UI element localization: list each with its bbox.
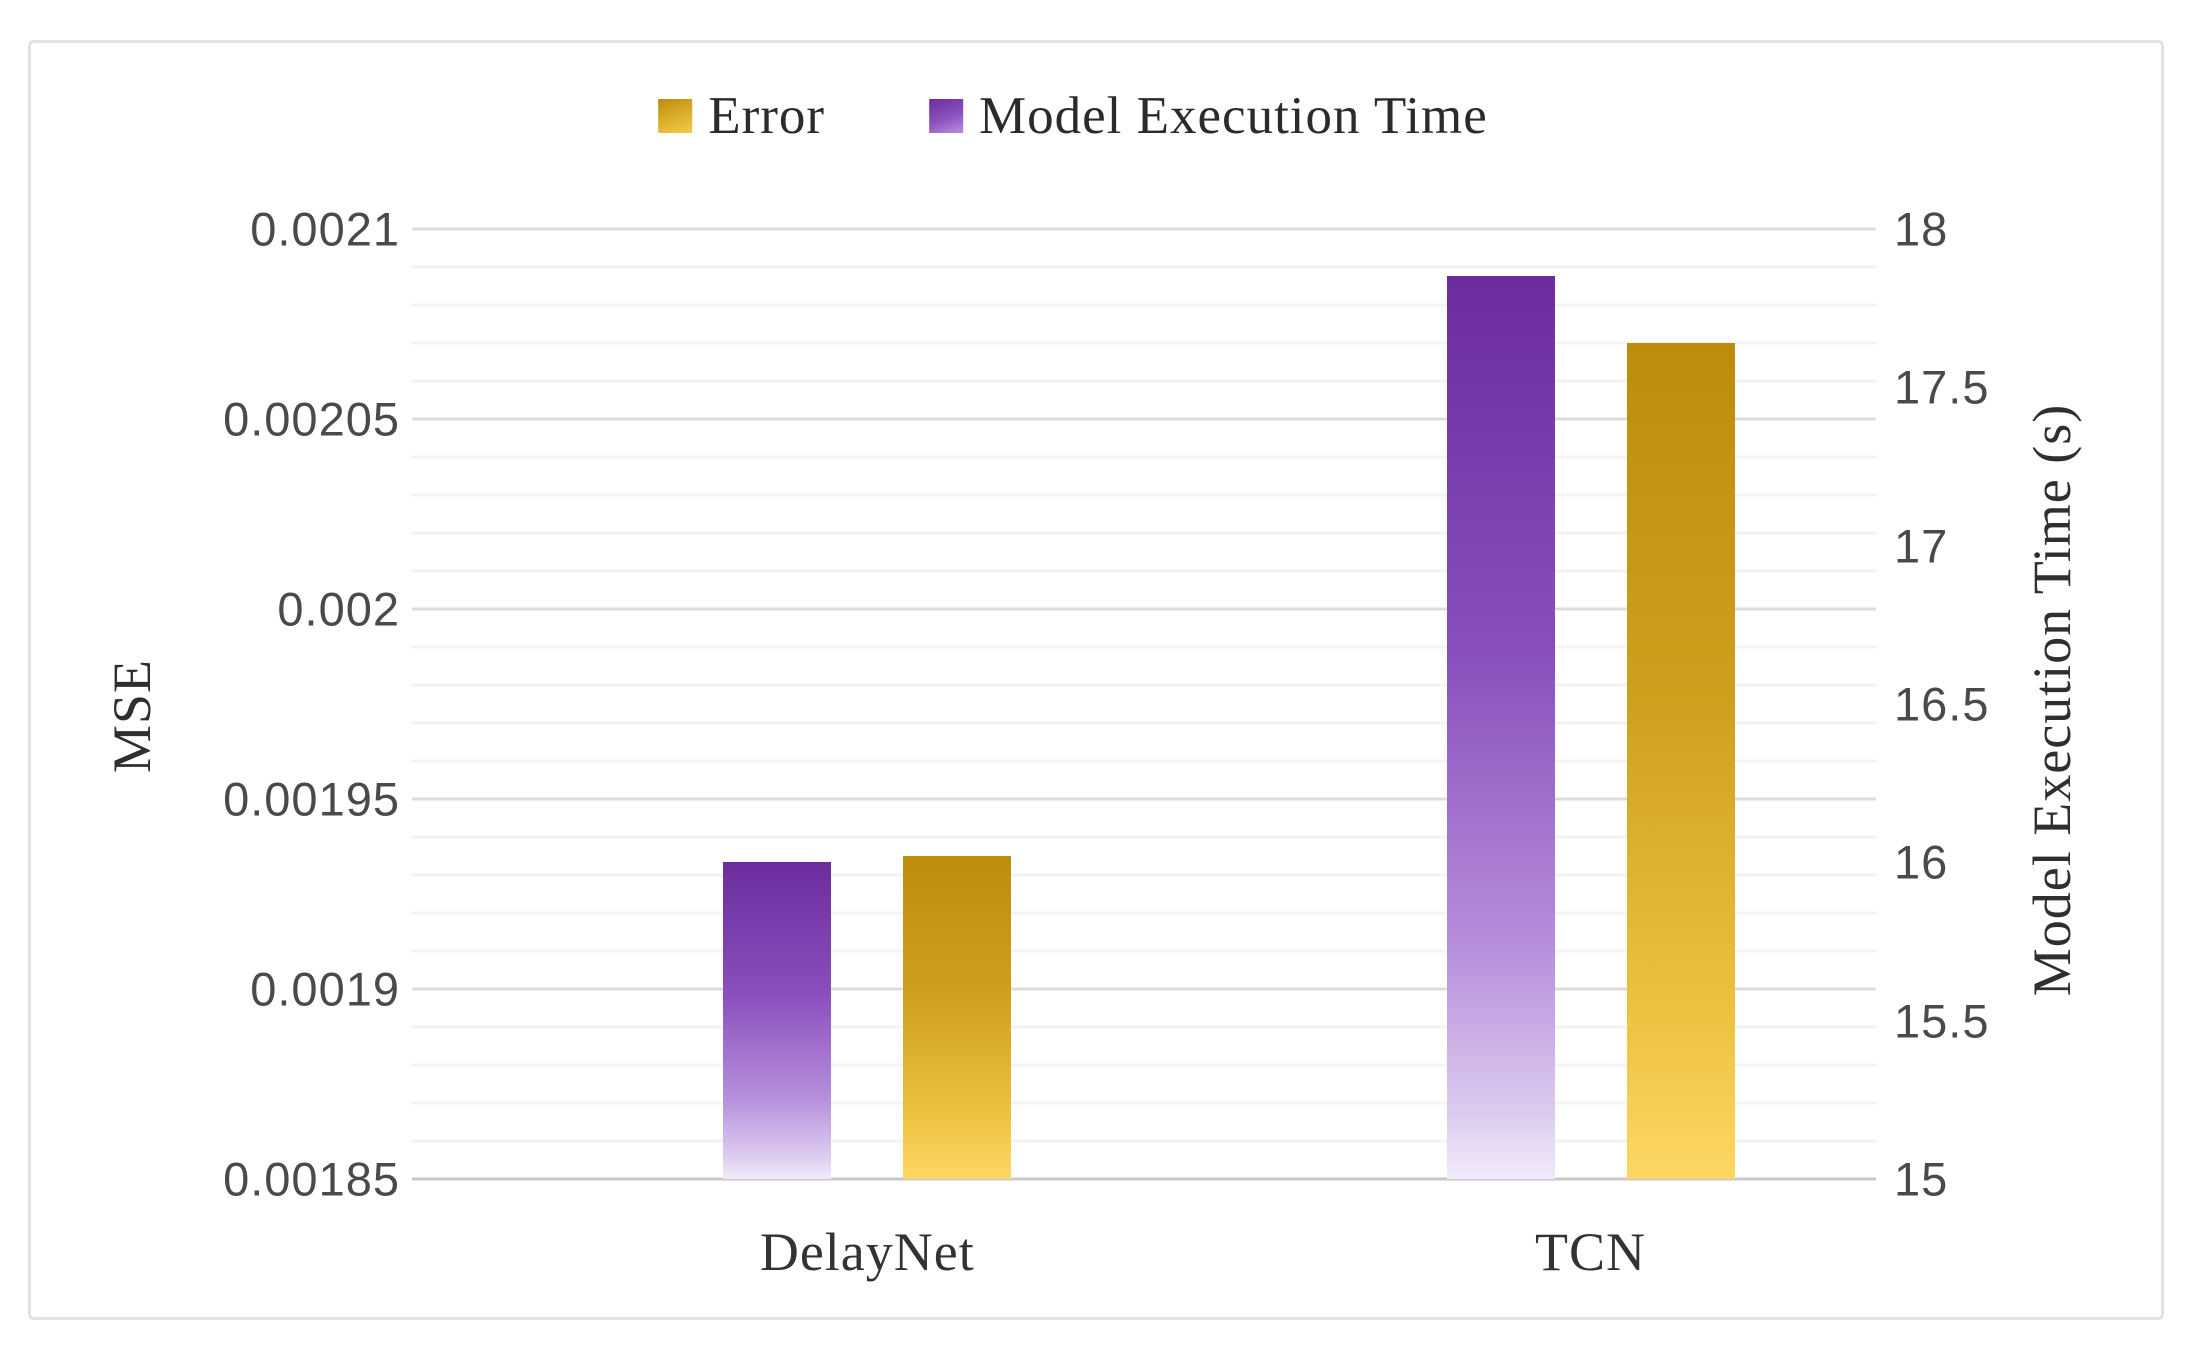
minor-gridline (412, 341, 1876, 345)
minor-gridline (412, 949, 1876, 953)
category-label-delaynet: DelayNet (759, 1222, 975, 1282)
minor-gridline (412, 721, 1876, 725)
left-axis-tick: 0.0021 (250, 202, 400, 256)
minor-gridline (412, 1101, 1876, 1105)
legend-label-model-execution-time: Model Execution Time (979, 87, 1488, 145)
left-axis-title: MSE (102, 658, 162, 774)
legend: Error Model Execution Time (658, 86, 1488, 146)
model-execution-time-swatch-icon (929, 99, 964, 133)
minor-gridline (412, 493, 1876, 497)
axis-baseline (412, 1177, 1876, 1181)
bar-tcn-error (1626, 343, 1735, 1179)
major-gridline (412, 797, 1876, 801)
minor-gridline (412, 1139, 1876, 1143)
minor-gridline (412, 379, 1876, 383)
minor-gridline (412, 873, 1876, 877)
bar-tcn-time (1446, 276, 1555, 1179)
major-gridline (412, 227, 1876, 231)
left-axis-tick: 0.00205 (223, 392, 400, 446)
major-gridline (412, 987, 1876, 991)
right-axis-tick: 16.5 (1894, 677, 1990, 731)
bar-delaynet-time (723, 862, 832, 1179)
left-axis-tick: 0.0019 (250, 962, 400, 1016)
major-gridline (412, 607, 1876, 611)
bar-delaynet-error (903, 856, 1012, 1179)
legend-item-error: Error (658, 86, 825, 146)
minor-gridline (412, 835, 1876, 839)
right-axis-tick: 17 (1894, 519, 1949, 573)
left-axis-tick: 0.002 (277, 582, 400, 636)
minor-gridline (412, 759, 1876, 763)
left-axis-tick: 0.00185 (223, 1152, 400, 1206)
minor-gridline (412, 683, 1876, 687)
minor-gridline (412, 645, 1876, 649)
error-swatch-icon (658, 99, 693, 133)
left-axis-tick: 0.00195 (223, 772, 400, 826)
minor-gridline (412, 531, 1876, 535)
minor-gridline (412, 303, 1876, 307)
minor-gridline (412, 455, 1876, 459)
chart-border-frame (28, 40, 2164, 1320)
legend-item-model-execution-time: Model Execution Time (929, 86, 1488, 146)
category-label-tcn: TCN (1535, 1222, 1647, 1282)
minor-gridline (412, 911, 1876, 915)
right-axis-tick: 17.5 (1894, 360, 1990, 414)
minor-gridline (412, 1025, 1876, 1029)
minor-gridline (412, 1063, 1876, 1067)
right-axis-tick: 15 (1894, 1152, 1949, 1206)
major-gridline (412, 417, 1876, 421)
plot-area (412, 227, 1876, 1181)
minor-gridline (412, 265, 1876, 269)
right-axis-tick: 18 (1894, 202, 1949, 256)
minor-gridline (412, 569, 1876, 573)
right-axis-tick: 16 (1894, 835, 1949, 889)
legend-label-error: Error (708, 87, 826, 145)
right-axis-tick: 15.5 (1894, 994, 1990, 1048)
